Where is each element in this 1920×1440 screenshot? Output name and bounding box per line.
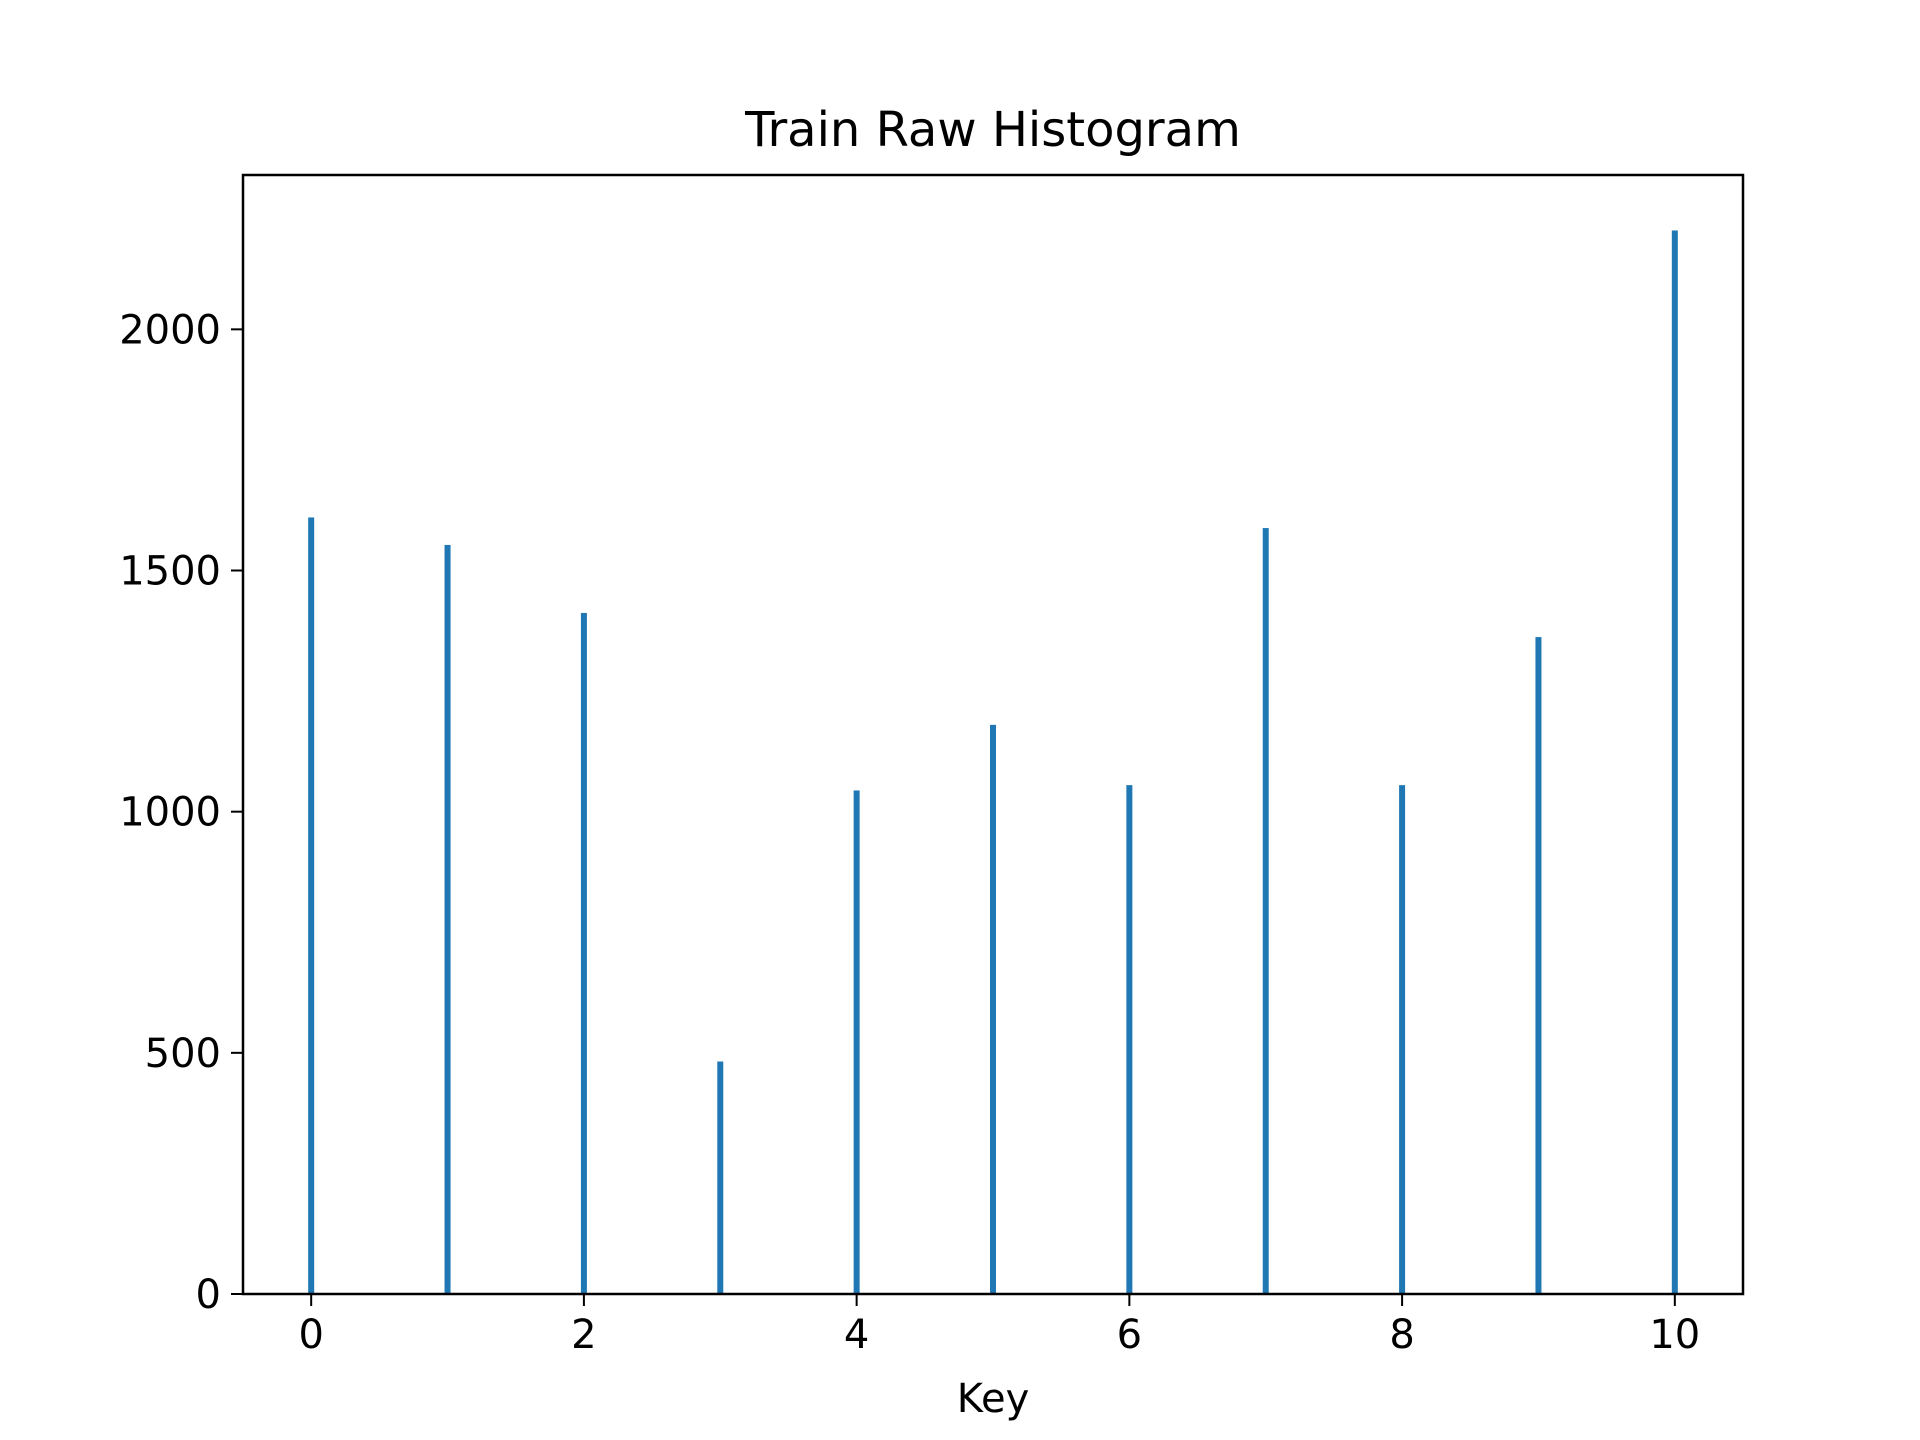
bar-key-0 [308,517,315,1294]
bars-group [308,230,1678,1295]
bar-key-7 [1262,528,1269,1294]
x-tick-label: 0 [298,1312,323,1358]
y-tick-label: 0 [196,1272,221,1318]
x-tick-label: 4 [844,1312,869,1358]
bar-key-1 [444,544,451,1294]
bar-key-6 [1126,785,1133,1294]
chart-title: Train Raw Histogram [744,102,1241,158]
bar-key-3 [717,1061,724,1294]
x-tick-label: 6 [1117,1312,1142,1358]
bar-key-4 [853,790,860,1294]
bar-key-9 [1535,637,1542,1294]
y-axis-ticks: 0 500 1000 1500 2000 [119,307,243,1318]
plot-area-frame [241,173,1745,1296]
x-axis-label: Key [957,1376,1030,1422]
x-tick-label: 8 [1389,1312,1414,1358]
y-tick-label: 2000 [119,307,221,353]
y-tick-label: 500 [145,1031,221,1077]
y-tick-label: 1500 [119,549,221,595]
bar-key-5 [990,724,996,1294]
x-tick-label: 10 [1649,1312,1700,1358]
bar-key-8 [1399,785,1406,1294]
x-tick-label: 2 [571,1312,596,1358]
bar-key-10 [1671,230,1678,1295]
x-axis-ticks: 0 2 4 6 8 10 [298,1294,1700,1358]
bar-key-2 [580,612,587,1294]
y-tick-label: 1000 [119,790,221,836]
